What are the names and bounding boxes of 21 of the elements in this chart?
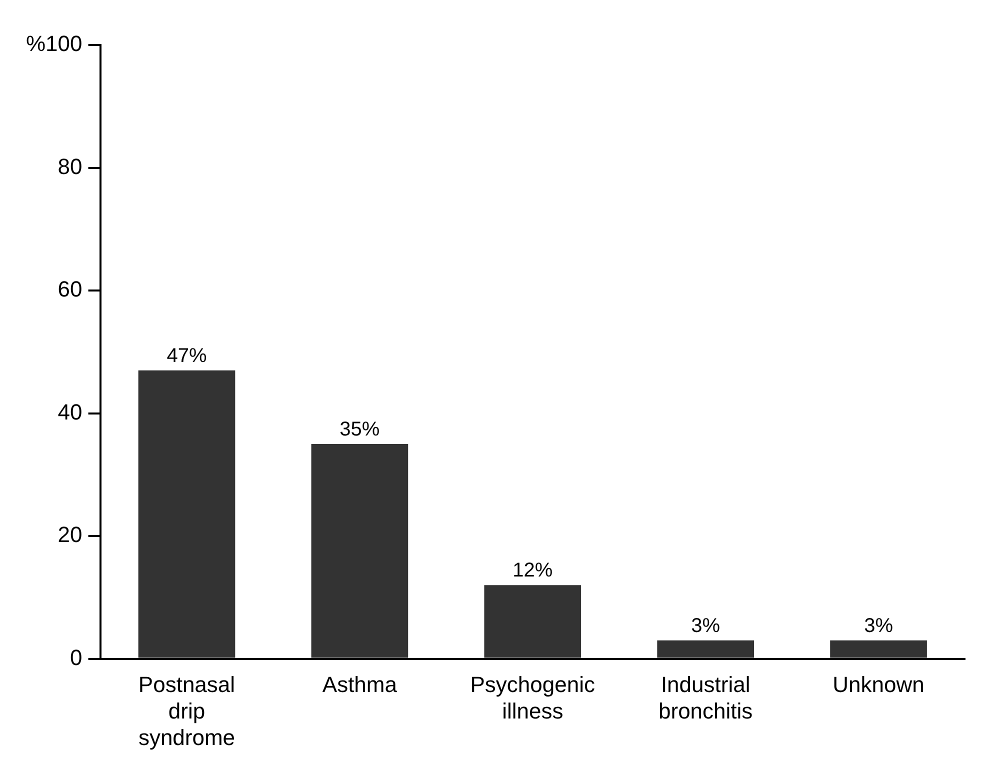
bar	[484, 585, 582, 658]
y-tick-label: %100	[26, 31, 82, 56]
data-label: 12%	[512, 560, 553, 582]
x-tick-label: Unknown	[832, 672, 924, 698]
x-tick-label: Postnasal drip syndrome	[138, 672, 236, 750]
x-tick-label: Industrial bronchitis	[658, 672, 753, 724]
data-label: 3%	[864, 614, 894, 637]
y-tick-label: 80	[58, 154, 82, 179]
bar	[657, 640, 754, 658]
y-tick-label: 60	[58, 276, 82, 302]
data-label: 35%	[340, 418, 380, 440]
x-tick-label: Psychogenic illness	[470, 672, 596, 724]
y-tick-label: 40	[58, 399, 82, 424]
data-label: 47%	[166, 344, 207, 367]
data-label: 3%	[691, 614, 720, 637]
y-tick-label: 20	[58, 522, 82, 548]
bar	[830, 640, 927, 658]
y-tick-label: 0	[70, 644, 82, 670]
bar	[138, 370, 236, 658]
bar	[311, 444, 408, 658]
x-tick-label: Asthma	[322, 672, 398, 698]
